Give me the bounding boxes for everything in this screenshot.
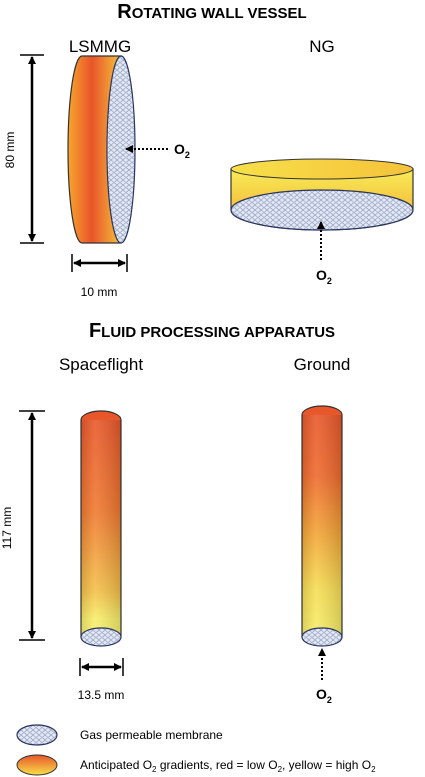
legend-gradient-text: Anticipated O2 gradients, red = low O2, …: [80, 758, 376, 774]
fpa-label-ground: Ground: [294, 355, 351, 374]
fpa-height-dimension: [19, 410, 45, 641]
rwv-label-lsmmg: LSMMG: [69, 37, 131, 56]
fpa-label-spaceflight: Spaceflight: [59, 355, 143, 374]
rwv-height-dimension: [20, 54, 44, 244]
rwv-lsmmg-o2-label: O2: [174, 141, 190, 160]
fpa-height-label: 117 mm: [0, 507, 14, 549]
fpa-width-dimension: [79, 658, 124, 676]
rwv-title: ROTATING WALL VESSEL: [117, 1, 306, 23]
legend-membrane-swatch: [16, 724, 58, 746]
rwv-width-dimension: [71, 254, 128, 272]
fpa-ground-tube: [301, 405, 343, 647]
fpa-ground-membrane: [301, 627, 343, 647]
fpa-width-label: 13.5 mm: [78, 688, 125, 702]
rwv-ng-o2-label: O2: [316, 267, 332, 286]
fpa-title: FLUID PROCESSING APPARATUS: [89, 320, 335, 342]
rwv-height-label: 80 mm: [3, 132, 17, 169]
rwv-lsmmg-vessel: [67, 55, 136, 244]
legend-membrane-text: Gas permeable membrane: [80, 728, 223, 742]
rwv-ng-vessel: [230, 158, 414, 231]
legend: Gas permeable membrane Anticipated O2 gr…: [16, 724, 376, 776]
rwv-label-ng: NG: [309, 37, 335, 56]
rwv-width-label: 10 mm: [81, 285, 118, 299]
fpa-ground-o2-label: O2: [316, 686, 332, 705]
fpa-spaceflight-tube: [80, 410, 122, 647]
fpa-spaceflight-membrane: [80, 627, 122, 647]
legend-gradient-swatch: [16, 754, 58, 776]
